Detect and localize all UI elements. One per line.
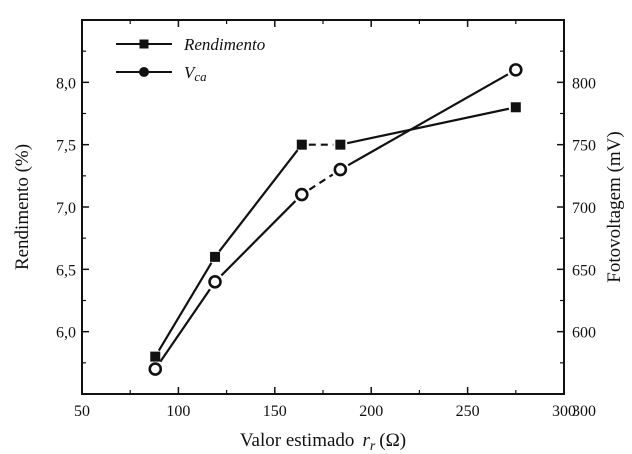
rendimento-point — [296, 139, 307, 150]
series-0-segment — [346, 107, 510, 145]
y-left-tick-label: 8,0 — [56, 75, 76, 92]
y-left-axis-label: Rendimento (%) — [12, 144, 33, 270]
y-right-tick-label: 700 — [572, 200, 596, 217]
legend-marker-rendimento — [139, 39, 149, 49]
vca-point — [294, 187, 309, 202]
rendimento-point — [150, 351, 161, 362]
x-tick-label: 150 — [263, 403, 287, 420]
y-left-tick-label: 6,5 — [56, 262, 76, 279]
x-tick-label: 300 — [552, 403, 576, 420]
y-right-axis-label: Fotovoltagem (mV) — [604, 131, 625, 282]
series-1-segment — [159, 288, 211, 363]
series-0-segment — [218, 149, 299, 253]
vca-point — [208, 274, 222, 289]
legend-label-rendimento: Rendimento — [183, 35, 265, 54]
vca-point — [333, 162, 348, 177]
legend-marker-vca — [139, 67, 149, 77]
y-left-tick-label: 7,5 — [56, 138, 76, 155]
x-tick-label: 50 — [74, 403, 90, 420]
y-left-tick-label: 6,0 — [56, 325, 76, 342]
vca-point — [148, 362, 163, 376]
legend: Rendimento Vca — [116, 35, 265, 84]
x-tick-label: 250 — [456, 403, 480, 420]
series-1-segment — [308, 173, 334, 191]
x-tick-label: 200 — [359, 403, 383, 420]
axis-ticks: 50 100 150 200 250 300 6,0 6,5 7,0 7,5 8,0 600 650 70… — [56, 20, 596, 420]
y-right-tick-label: 600 — [572, 325, 596, 342]
plot-frame — [81, 19, 565, 395]
y-right-tick-label: 800 — [572, 75, 596, 92]
series-1-segment — [347, 73, 509, 167]
series-0-segment — [157, 262, 213, 352]
y-left-tick-label: 7,0 — [56, 200, 76, 217]
y-right-tick-label: 650 — [572, 262, 596, 279]
y-right-tick-label: 300 — [572, 403, 596, 420]
series-layer — [148, 63, 523, 376]
series-1-segment — [220, 200, 297, 277]
x-axis-label: Valor estimado rr (Ω) — [240, 430, 406, 454]
y-right-tick-label: 750 — [572, 138, 596, 155]
vca-point — [508, 63, 523, 77]
rendimento-point — [210, 251, 221, 262]
x-tick-label: 100 — [166, 403, 190, 420]
legend-label-vca: Vca — [184, 63, 207, 84]
rendimento-point — [335, 139, 346, 150]
rendimento-point — [510, 102, 521, 113]
